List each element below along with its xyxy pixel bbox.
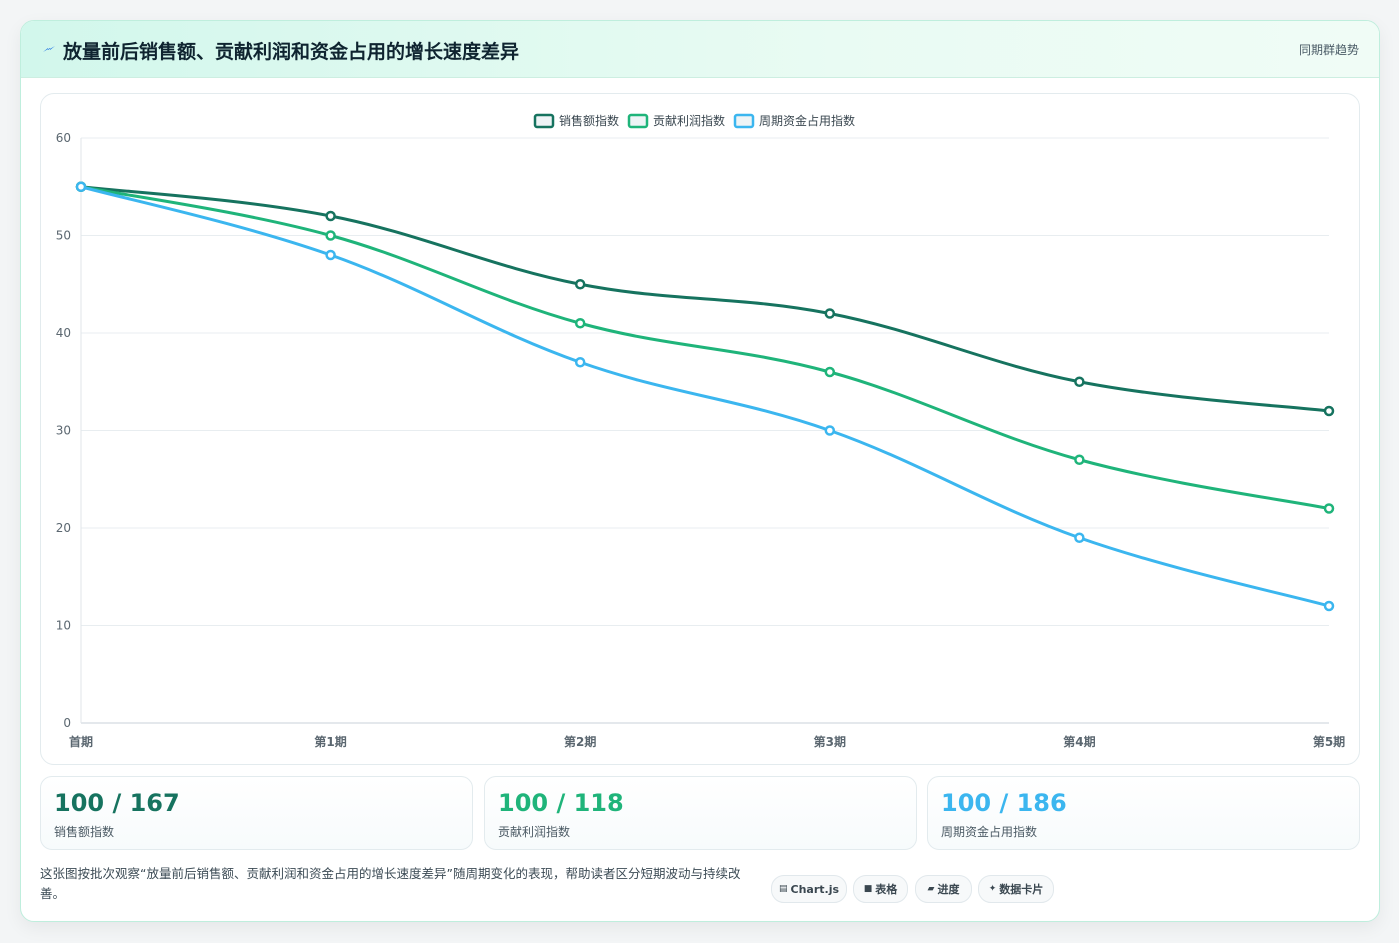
legend-label: 贡献利润指数 — [653, 113, 725, 128]
chip-table[interactable]: ■ 表格 — [853, 875, 908, 903]
series-line — [80, 185, 1330, 510]
data-point — [325, 210, 336, 222]
chip-label: 数据卡片 — [999, 883, 1044, 896]
y-tick-label: 20 — [56, 521, 71, 535]
table-icon: ■ — [863, 884, 873, 894]
stat-label: 销售额指数 — [54, 825, 115, 839]
chip-progress[interactable]: ▰ 进度 — [915, 875, 972, 903]
stat-label: 贡献利润指数 — [498, 825, 571, 839]
data-point — [824, 308, 836, 319]
legend-label: 周期资金占用指数 — [759, 113, 855, 128]
data-point — [1074, 532, 1085, 543]
lightning-icon — [43, 46, 55, 52]
data-point — [1323, 503, 1335, 514]
chip-data-card[interactable]: ✦ 数据卡片 — [978, 875, 1054, 903]
stat-value: 100 / 186 — [941, 789, 1067, 817]
stat-value: 100 / 118 — [498, 789, 624, 817]
legend-swatch — [627, 113, 649, 129]
y-tick-label: 30 — [56, 424, 71, 438]
y-tick-label: 0 — [63, 716, 71, 730]
series-line — [80, 185, 1330, 608]
stat-value: 100 / 167 — [54, 789, 180, 817]
x-tick-label: 第2期 — [564, 734, 596, 749]
data-point — [1074, 454, 1085, 465]
data-point — [325, 249, 336, 261]
data-point — [824, 366, 836, 378]
data-point — [574, 318, 586, 329]
legend-swatch — [533, 113, 555, 129]
data-point — [1074, 376, 1085, 387]
series-line — [80, 185, 1330, 413]
y-tick-label: 40 — [56, 326, 71, 340]
data-point — [574, 357, 586, 368]
progress-icon: ▰ — [927, 884, 935, 894]
x-tick-label: 第1期 — [314, 734, 346, 749]
card-header: 放量前后销售额、贡献利润和资金占用的增长速度差异 同期群趋势 — [21, 21, 1379, 78]
chart-icon: ▤ — [778, 884, 788, 894]
legend-swatch — [733, 113, 755, 129]
chip-label: 表格 — [875, 883, 898, 896]
y-tick-label: 50 — [56, 229, 71, 243]
chip-label: 进度 — [937, 883, 960, 896]
page-title: 放量前后销售额、贡献利润和资金占用的增长速度差异 — [63, 41, 520, 63]
y-tick-label: 60 — [56, 131, 71, 145]
chart-panel: 0 10 20 30 40 50 60 首期 第1期 第2期 第3期 第4期 第5期 销售额指数 贡献利润指… — [40, 93, 1360, 765]
y-tick-label: 10 — [56, 619, 71, 633]
sparkle-icon: ✦ — [988, 884, 997, 894]
chip-label: Chart.js — [790, 882, 840, 896]
data-point — [1323, 405, 1335, 417]
x-tick-label: 第3期 — [814, 734, 846, 749]
x-tick-label: 第5期 — [1313, 734, 1345, 749]
report-card: 放量前后销售额、贡献利润和资金占用的增长速度差异 同期群趋势 0 10 20 30 40… — [20, 20, 1380, 922]
stat-card-capital: 100 / 186 周期资金占用指数 — [927, 776, 1360, 850]
line-chart: 0 10 20 30 40 50 60 首期 第1期 第2期 第3期 第4期 第5期 销售额指数 贡献利润指… — [56, 113, 1345, 749]
stat-card-sales: 100 / 167 销售额指数 — [40, 776, 473, 850]
x-tick-label: 首期 — [69, 734, 93, 749]
stat-label: 周期资金占用指数 — [941, 825, 1038, 839]
x-tick-label: 第4期 — [1063, 734, 1095, 749]
data-point — [1323, 600, 1335, 612]
chart-description: 这张图按批次观察“放量前后销售额、贡献利润和资金占用的增长速度差异”随周期变化的… — [40, 866, 741, 901]
stat-card-profit: 100 / 118 贡献利润指数 — [484, 776, 917, 850]
chip-chartjs[interactable]: ▤ Chart.js — [771, 875, 847, 903]
data-point — [574, 279, 586, 290]
data-point — [75, 181, 87, 192]
data-point — [824, 425, 836, 436]
legend-label: 销售额指数 — [559, 113, 619, 128]
header-tag: 同期群趋势 — [1298, 43, 1359, 57]
data-point — [325, 230, 336, 241]
